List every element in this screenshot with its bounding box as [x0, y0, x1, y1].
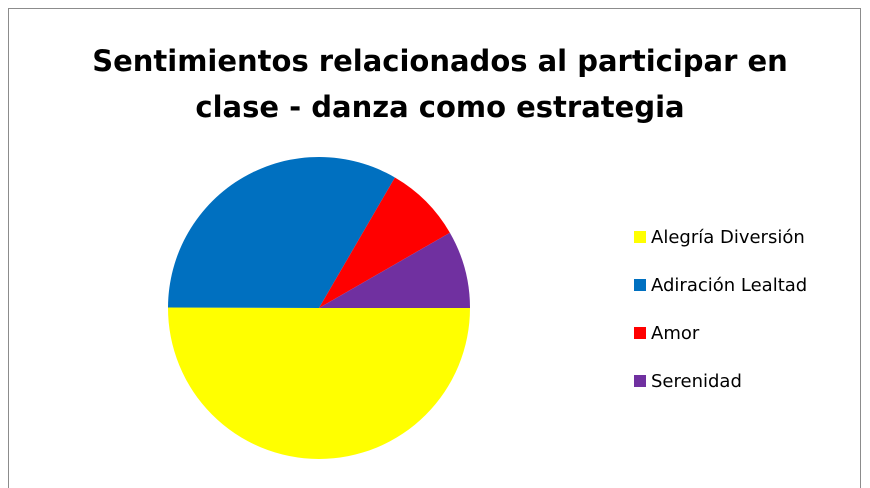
chart-title: Sentimientos relacionados al participar …	[92, 44, 788, 124]
pie-slice	[319, 177, 450, 308]
legend-swatch	[634, 279, 646, 291]
pie-slice	[319, 232, 470, 308]
pie-slice	[168, 307, 470, 460]
legend-label: Alegría Diversión	[651, 227, 805, 248]
pie-slice	[168, 156, 395, 308]
legend-swatch	[634, 327, 646, 339]
legend-swatch	[634, 375, 646, 387]
legend-label: Serenidad	[651, 371, 742, 392]
legend-label: Adiración Lealtad	[651, 275, 807, 296]
chart-frame	[8, 8, 861, 488]
legend-swatch	[634, 231, 646, 243]
legend-label: Amor	[651, 323, 700, 344]
